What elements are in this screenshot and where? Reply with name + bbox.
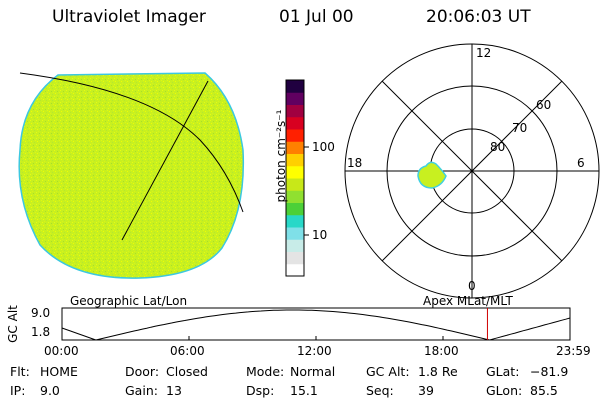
gain-label: Gain: (125, 383, 158, 398)
colorbar-label: photon cm⁻²s⁻¹ (274, 109, 288, 203)
mlat-label-80: 80 (490, 140, 506, 154)
gc-alt-ytick-min: 1.8 (31, 325, 51, 339)
colorbar-segment (286, 263, 304, 277)
gcalt-value: 1.8 Re (418, 364, 458, 379)
gc-alt-frame (61, 307, 571, 341)
date-label: 01 Jul 00 (279, 7, 354, 27)
colorbar-segment (286, 141, 304, 154)
dsp-label: Dsp: (246, 383, 275, 398)
dsp-value: 15.1 (290, 383, 318, 398)
ip-label: IP: (10, 383, 26, 398)
colorbar-segment (286, 214, 304, 228)
flt-value: HOME (40, 364, 78, 379)
geo-panel-label: Geographic Lat/Lon (70, 294, 188, 308)
ip-value: 9.0 (40, 383, 60, 398)
gc-alt-ylabel: GC Alt (5, 305, 20, 343)
mlt-label-12: 12 (476, 46, 492, 60)
time-label: 20:06:03 UT (426, 7, 531, 27)
glat-value: −81.9 (530, 364, 569, 379)
auroral-blob (417, 161, 447, 189)
mlat-label-70: 70 (512, 121, 528, 135)
gc-alt-curve (61, 309, 571, 341)
seq-value: 39 (418, 383, 434, 398)
door-label: Door: (125, 364, 160, 379)
colorbar-segment (286, 153, 304, 167)
gain-value: 13 (166, 383, 182, 398)
colorbar-segment (286, 227, 304, 240)
longitude-line (121, 80, 209, 241)
glon-value: 85.5 (530, 383, 558, 398)
time-tick-1200: 12:00 (297, 344, 332, 358)
colorbar-segment (286, 239, 304, 252)
colorbar-segment (286, 178, 304, 191)
geo-image (18, 72, 245, 279)
colorbar-tick-label-100: 100 (312, 140, 335, 154)
time-tick-1800: 18:00 (424, 344, 459, 358)
time-tick-0600: 06:00 (170, 344, 205, 358)
seq-label: Seq: (366, 383, 394, 398)
colorbar-segment (286, 165, 304, 179)
mlat-label-60: 60 (536, 98, 552, 112)
gcalt-label: GC Alt: (366, 364, 410, 379)
polar-panel-label: Apex MLat/MLT (423, 294, 513, 308)
time-tick-0000: 00:00 (44, 344, 79, 358)
colorbar-segment (286, 202, 304, 216)
colorbar-segment (286, 116, 304, 130)
mlt-label-0: 0 (468, 279, 476, 293)
glon-label: GLon: (486, 383, 523, 398)
colorbar-segment (286, 92, 304, 105)
time-tick-2359: 23:59 (556, 344, 591, 358)
colorbar-segment (286, 80, 304, 93)
door-value: Closed (166, 364, 208, 379)
instrument-title: Ultraviolet Imager (52, 7, 206, 27)
colorbar (286, 80, 304, 277)
colorbar-segment (286, 251, 304, 265)
latitude-curve (19, 72, 244, 213)
flt-label: Flt: (10, 364, 30, 379)
glat-label: GLat: (486, 364, 520, 379)
mlt-label-18: 18 (347, 156, 363, 170)
polar-grid (344, 43, 600, 299)
colorbar-segment (286, 129, 304, 142)
time-axis-ticks (61, 336, 571, 340)
mode-label: Mode: (246, 364, 285, 379)
colorbar-segment (286, 190, 304, 203)
colorbar-tick-label-10: 10 (312, 228, 328, 242)
mlt-label-6: 6 (577, 156, 585, 170)
colorbar-segment (286, 104, 304, 118)
gc-alt-ytick-max: 9.0 (31, 306, 51, 320)
mode-value: Normal (290, 364, 336, 379)
